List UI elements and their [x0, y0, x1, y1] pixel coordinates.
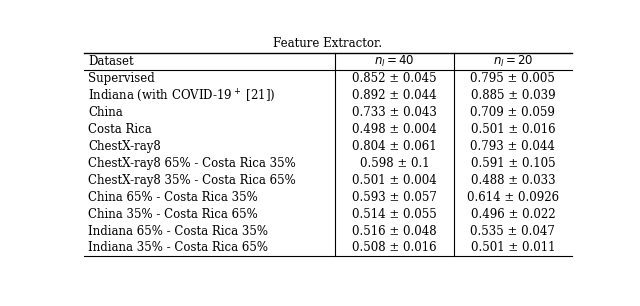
Text: China 65% - Costa Rica 35%: China 65% - Costa Rica 35% — [88, 191, 258, 204]
Text: 0.614 ± 0.0926: 0.614 ± 0.0926 — [467, 191, 559, 204]
Text: ChestX-ray8: ChestX-ray8 — [88, 140, 161, 153]
Text: China: China — [88, 106, 123, 119]
Text: 0.593 ± 0.057: 0.593 ± 0.057 — [352, 191, 437, 204]
Text: 0.804 ± 0.061: 0.804 ± 0.061 — [352, 140, 437, 153]
Text: 0.793 ± 0.044: 0.793 ± 0.044 — [470, 140, 556, 153]
Text: Supervised: Supervised — [88, 72, 155, 85]
Text: Feature Extractor.: Feature Extractor. — [273, 37, 383, 50]
Text: 0.501 ± 0.004: 0.501 ± 0.004 — [352, 174, 437, 187]
Text: 0.514 ± 0.055: 0.514 ± 0.055 — [352, 207, 437, 221]
Text: 0.535 ± 0.047: 0.535 ± 0.047 — [470, 225, 556, 237]
Text: 0.885 ± 0.039: 0.885 ± 0.039 — [470, 89, 555, 102]
Text: 0.508 ± 0.016: 0.508 ± 0.016 — [352, 241, 437, 255]
Text: ChestX-ray8 65% - Costa Rica 35%: ChestX-ray8 65% - Costa Rica 35% — [88, 157, 296, 170]
Text: 0.591 ± 0.105: 0.591 ± 0.105 — [470, 157, 555, 170]
Text: ChestX-ray8 35% - Costa Rica 65%: ChestX-ray8 35% - Costa Rica 65% — [88, 174, 296, 187]
Text: 0.733 ± 0.043: 0.733 ± 0.043 — [352, 106, 437, 119]
Text: 0.501 ± 0.011: 0.501 ± 0.011 — [470, 241, 555, 255]
Text: 0.598 ± 0.1: 0.598 ± 0.1 — [360, 157, 429, 170]
Text: 0.709 ± 0.059: 0.709 ± 0.059 — [470, 106, 556, 119]
Text: Indiana (with COVID-19$^+$ [21]): Indiana (with COVID-19$^+$ [21]) — [88, 87, 275, 104]
Text: Indiana 65% - Costa Rica 35%: Indiana 65% - Costa Rica 35% — [88, 225, 268, 237]
Text: Dataset: Dataset — [88, 55, 134, 68]
Text: 0.488 ± 0.033: 0.488 ± 0.033 — [470, 174, 555, 187]
Text: Indiana 35% - Costa Rica 65%: Indiana 35% - Costa Rica 65% — [88, 241, 268, 255]
Text: 0.496 ± 0.022: 0.496 ± 0.022 — [470, 207, 555, 221]
Text: 0.498 ± 0.004: 0.498 ± 0.004 — [352, 123, 437, 136]
Text: 0.501 ± 0.016: 0.501 ± 0.016 — [470, 123, 555, 136]
Text: Costa Rica: Costa Rica — [88, 123, 152, 136]
Text: 0.852 ± 0.045: 0.852 ± 0.045 — [352, 72, 437, 85]
Text: $n_l = 40$: $n_l = 40$ — [374, 54, 415, 69]
Text: China 35% - Costa Rica 65%: China 35% - Costa Rica 65% — [88, 207, 258, 221]
Text: 0.516 ± 0.048: 0.516 ± 0.048 — [352, 225, 437, 237]
Text: 0.892 ± 0.044: 0.892 ± 0.044 — [352, 89, 437, 102]
Text: $n_l = 20$: $n_l = 20$ — [493, 54, 533, 69]
Text: 0.795 ± 0.005: 0.795 ± 0.005 — [470, 72, 556, 85]
